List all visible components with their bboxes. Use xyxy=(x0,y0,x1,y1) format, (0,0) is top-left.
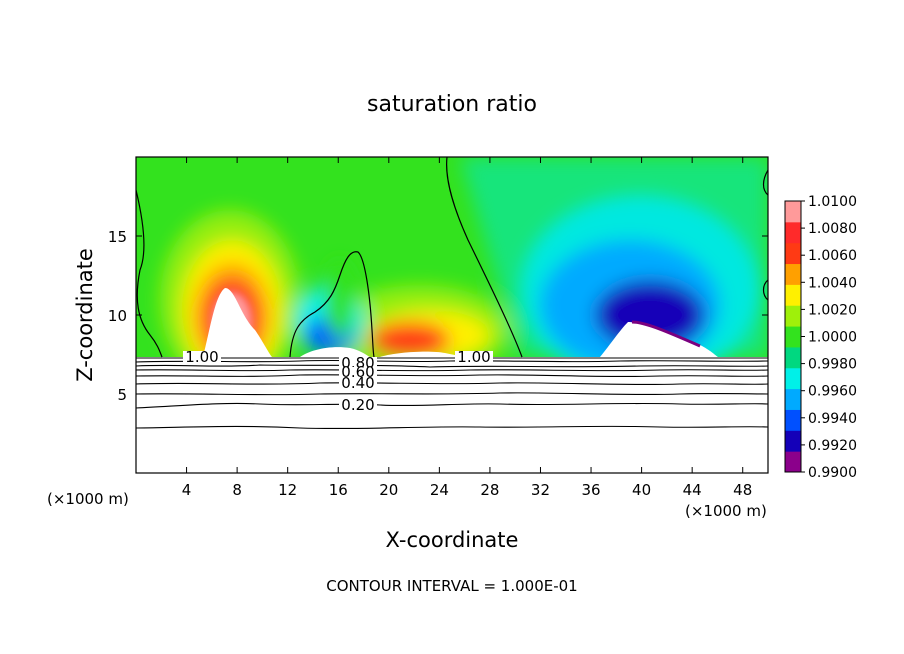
colorbar-tick-label: 1.0080 xyxy=(808,221,857,237)
colorbar-swatch xyxy=(785,346,801,369)
colorbar-tick-label: 0.9940 xyxy=(808,411,857,427)
y-tick-label: 15 xyxy=(108,228,127,246)
y-tick-label: 5 xyxy=(117,386,127,404)
x-axis-label: X-coordinate xyxy=(386,528,519,552)
x-tick-label: 40 xyxy=(632,481,651,499)
colorbar-tick-label: 0.9900 xyxy=(808,465,857,481)
x-tick-label: 8 xyxy=(232,481,242,499)
lower-contours xyxy=(136,357,768,430)
colorbar-tick-label: 0.9980 xyxy=(808,357,857,373)
x-tick-label: 16 xyxy=(329,481,348,499)
x-tick-label: 36 xyxy=(581,481,600,499)
colorbar-swatch xyxy=(785,284,801,306)
contour-interval-note: CONTOUR INTERVAL = 1.000E-01 xyxy=(326,577,577,595)
colorbar-swatch xyxy=(785,430,801,452)
colorbar-swatch xyxy=(785,242,801,265)
x-axis: 4 8 12 16 20 24 28 32 36 40 44 48 xyxy=(182,157,752,499)
colorbar-tick-label: 1.0040 xyxy=(808,275,857,291)
contour-1.00 xyxy=(136,157,768,358)
contour-label: 0.40 xyxy=(341,374,374,392)
x-tick-label: 20 xyxy=(379,481,398,499)
colorbar-swatch xyxy=(785,388,801,410)
x-tick-label: 28 xyxy=(480,481,499,499)
contour-label: 1.00 xyxy=(457,348,490,366)
contour-labels: 1.00 1.00 0.80 0.60 0.40 0.20 xyxy=(183,348,493,414)
colorbar-tick-label: 0.9960 xyxy=(808,384,857,400)
plot-area xyxy=(136,157,768,473)
y-tick-label: 10 xyxy=(108,307,127,325)
x-tick-label: 24 xyxy=(430,481,449,499)
colorbar-tick-label: 1.0020 xyxy=(808,302,857,318)
colorbar-swatch xyxy=(785,305,801,327)
colorbar: 1.0100 1.0080 1.0060 1.0040 1.0020 1.0000 0.99… xyxy=(784,194,857,481)
colorbar-swatch xyxy=(785,367,801,390)
y-axis: 5 10 15 xyxy=(108,228,768,404)
x-tick-label: 4 xyxy=(182,481,192,499)
colorbar-tick-label: 1.0100 xyxy=(808,194,857,210)
saturation-field xyxy=(136,157,768,357)
x-tick-label: 32 xyxy=(531,481,550,499)
chart-title: saturation ratio xyxy=(367,92,537,117)
x-unit-label-right: (×1000 m) xyxy=(685,502,767,520)
x-tick-label: 48 xyxy=(733,481,752,499)
colorbar-swatch xyxy=(785,451,801,473)
colorbar-tick-label: 1.0000 xyxy=(808,330,857,346)
white-zone xyxy=(203,288,272,357)
colorbar-swatch xyxy=(785,263,801,285)
colorbar-swatch xyxy=(785,326,801,348)
contour-label: 0.60 xyxy=(341,363,374,381)
x-tick-label: 44 xyxy=(683,481,702,499)
colorbar-tick-label: 1.0060 xyxy=(808,248,857,264)
x-unit-label: (×1000 m) xyxy=(47,490,129,508)
contour-label: 1.00 xyxy=(185,348,218,366)
x-tick-label: 12 xyxy=(278,481,297,499)
colorbar-swatch xyxy=(785,409,801,431)
colorbar-swatch xyxy=(785,201,801,223)
colorbar-swatch xyxy=(785,221,801,244)
contour-label: 0.20 xyxy=(341,396,374,414)
colorbar-tick-label: 0.9920 xyxy=(808,438,857,454)
y-axis-label: Z-coordinate xyxy=(73,248,97,382)
